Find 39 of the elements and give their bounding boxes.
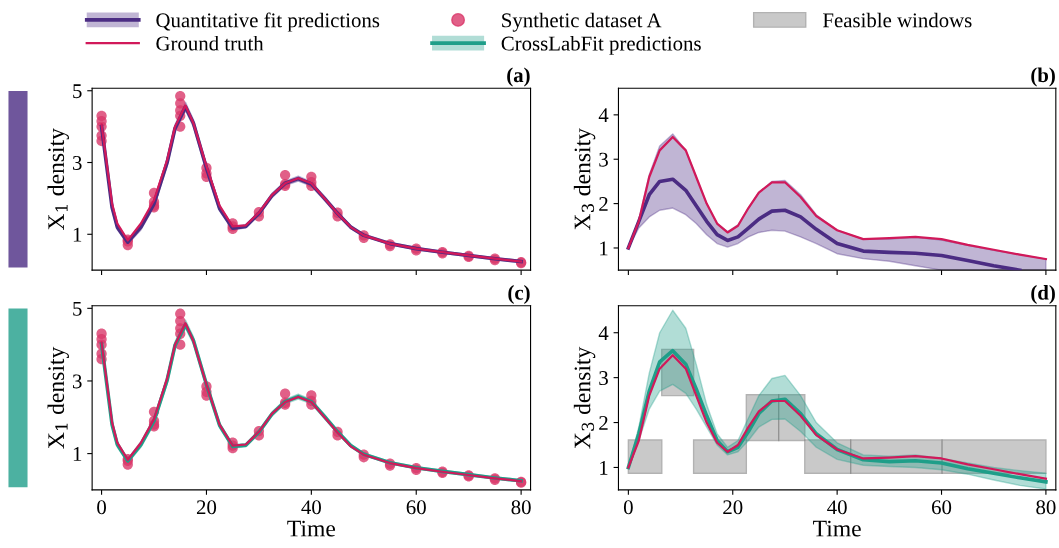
y-tick-label: 5	[73, 84, 82, 99]
legend-label: Quantitative fit predictions	[156, 12, 380, 32]
x-axis-title: Time	[287, 520, 336, 537]
x-tick-label: 20	[723, 500, 743, 515]
y-tick-label: 3	[72, 155, 82, 170]
legend-label: CrossLabFit predictions	[501, 35, 701, 55]
text: (a)	[507, 67, 530, 87]
x-tick-label: 60	[406, 500, 426, 515]
y-tick-label: 3	[72, 374, 82, 389]
y-tick-label: 1	[600, 241, 608, 256]
y-axis-title: X$_{3}$ density	[573, 128, 596, 231]
x-tick-label: 40	[301, 500, 321, 515]
y-tick-label: 1	[600, 460, 608, 475]
x-axis-title: Time	[813, 520, 861, 537]
x-tick-label: 0	[97, 500, 106, 515]
text: (d)	[1031, 285, 1055, 304]
y-axis-title: X$_{1}$ density	[47, 346, 69, 449]
y-tick-label: 2	[599, 197, 608, 211]
y-tick-label: 3	[599, 371, 608, 386]
text: (c)	[508, 285, 530, 304]
legend-label: Ground truth	[156, 35, 264, 51]
y-tick-label: 4	[598, 108, 609, 123]
x-tick-label: 80	[511, 500, 531, 515]
y-axis-title: X$_{1}$ density	[47, 128, 69, 231]
y-tick-label: 4	[598, 326, 609, 340]
legend-label: Feasible windows	[823, 12, 972, 28]
y-tick-label: 3	[599, 152, 608, 167]
x-tick-label: 40	[827, 500, 847, 515]
y-axis-title: X$_{3}$ density	[573, 346, 596, 449]
text: (b)	[1031, 67, 1055, 87]
x-tick-label: 60	[932, 500, 952, 515]
legend-label: Synthetic dataset A	[502, 12, 662, 32]
y-tick-label: 1	[73, 447, 82, 461]
y-tick-label: 5	[73, 301, 82, 316]
y-tick-label: 2	[599, 415, 608, 430]
x-tick-label: 0	[623, 500, 633, 515]
x-tick-label: 20	[196, 500, 217, 515]
x-tick-label: 80	[1036, 500, 1056, 515]
y-tick-label: 1	[73, 227, 82, 242]
